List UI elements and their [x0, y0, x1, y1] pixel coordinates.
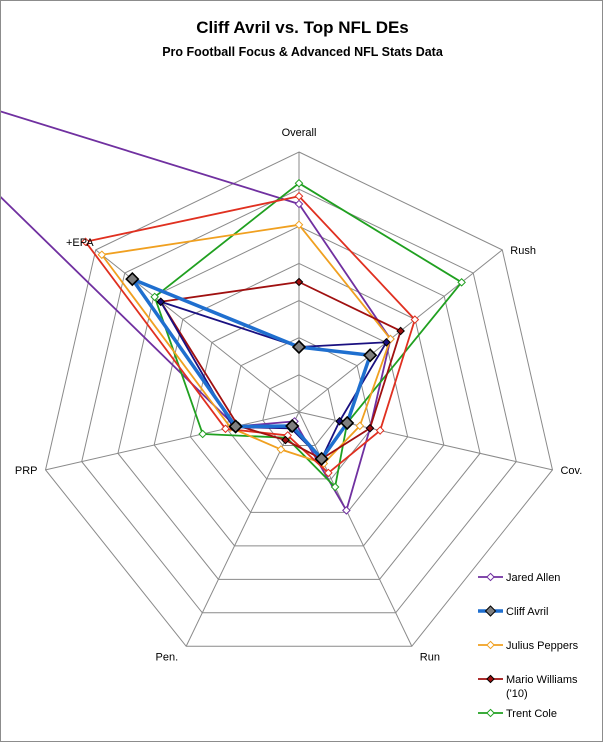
series-marker [81, 237, 90, 247]
series-marker [221, 424, 230, 434]
series-1 [125, 271, 378, 466]
series-marker [365, 423, 375, 433]
series-marker [294, 277, 304, 287]
series-marker [324, 468, 333, 478]
series-marker [375, 426, 385, 435]
axis-label: +EPA [66, 237, 94, 249]
series-0 [1, 110, 395, 515]
series-marker [340, 415, 355, 431]
axis-label: Pen. [156, 651, 179, 663]
series-marker [228, 419, 243, 434]
grid-ring [189, 300, 409, 513]
legend-swatch [478, 674, 503, 684]
series-marker [291, 339, 307, 355]
grid-spoke [95, 249, 300, 413]
chart-title: Cliff Avril vs. Top NFL DEs [196, 18, 409, 37]
series-marker [330, 482, 340, 492]
series-line [130, 277, 372, 461]
series-marker [198, 429, 207, 439]
axis-label: PRP [15, 465, 38, 477]
grid-ring [117, 225, 481, 580]
legend-marker [486, 674, 495, 684]
chart-subtitle: Pro Football Focus & Advanced NFL Stats … [162, 45, 443, 59]
grid-ring [44, 151, 554, 647]
series-layer [1, 110, 466, 515]
series-marker [342, 506, 351, 515]
legend-marker [486, 708, 495, 718]
series-marker [314, 451, 329, 466]
series-marker [281, 435, 290, 445]
series-marker [396, 326, 405, 336]
series-marker [276, 445, 286, 454]
series-marker [125, 271, 140, 287]
grid-spoke [45, 411, 300, 471]
legend-swatch [478, 572, 503, 582]
series-marker [382, 337, 391, 347]
legend-marker [484, 605, 497, 617]
series-marker [410, 315, 420, 324]
grid-ring [226, 337, 372, 480]
series-marker [150, 292, 159, 302]
legend-marker [486, 640, 495, 650]
grid-spoke [298, 411, 413, 647]
series-marker [156, 297, 166, 307]
legend-label: Jared Allen [506, 572, 561, 584]
legend-label: Mario Williams ('10) [506, 674, 578, 700]
legend-label: Julius Peppers [506, 640, 579, 652]
axis-label: Cov. [560, 465, 582, 477]
series-marker [294, 191, 304, 201]
radar-grid [44, 151, 554, 647]
series-marker [97, 250, 107, 260]
series-marker [457, 278, 466, 287]
series-line [100, 223, 392, 465]
series-line [84, 195, 416, 474]
series-marker [355, 421, 365, 431]
axis-label: Overall [282, 127, 317, 139]
legend-swatch [478, 708, 503, 718]
series-marker [294, 199, 304, 209]
series-6 [81, 191, 420, 478]
axis-labels: Overall Rush Cov. Run Pen. PRP +EPA [15, 127, 582, 663]
legend-label: Cliff Avril [506, 606, 549, 618]
series-marker [363, 348, 378, 363]
axis-label: Rush [510, 245, 536, 257]
legend-label: Trent Cole [506, 708, 557, 720]
series-marker [285, 418, 300, 434]
series-marker [294, 178, 304, 188]
series-marker [294, 220, 304, 230]
legend-marker [486, 572, 495, 582]
axis-label: Run [420, 651, 440, 663]
legend-swatch [478, 640, 503, 650]
grid-ring [153, 262, 445, 547]
grid-ring [81, 188, 517, 614]
legend-swatch [478, 605, 503, 617]
